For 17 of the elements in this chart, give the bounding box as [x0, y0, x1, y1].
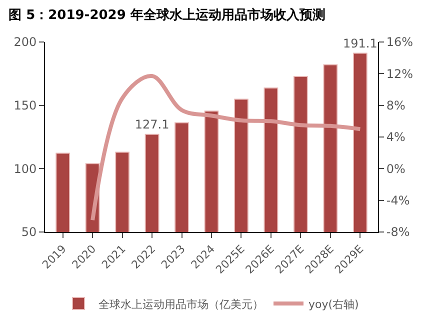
- y-tick-label: 150: [14, 98, 37, 113]
- y2-tick-label: -4%: [386, 194, 410, 208]
- y2-tick-label: -8%: [386, 225, 410, 240]
- y-tick-label: 50: [21, 225, 37, 240]
- y2-tick-label: 0%: [386, 162, 406, 176]
- y2-tick-label: 12%: [386, 66, 414, 81]
- line-series: [90, 74, 362, 222]
- y-tick-label: 100: [14, 162, 37, 176]
- y-tick-label: 200: [14, 35, 37, 50]
- data-label: 127.1: [134, 117, 170, 132]
- chart-title: 图 5：2019-2029 年全球水上运动用品市场收入预测: [8, 7, 326, 23]
- legend-label: yoy(右轴): [308, 298, 359, 311]
- y2-tick-label: 16%: [386, 35, 414, 50]
- y2-tick-label: 8%: [386, 98, 406, 113]
- data-label: 191.1: [342, 36, 378, 50]
- legend-label: 全球水上运动用品市场（亿美元）: [98, 298, 264, 311]
- y2-tick-label: 4%: [386, 130, 406, 144]
